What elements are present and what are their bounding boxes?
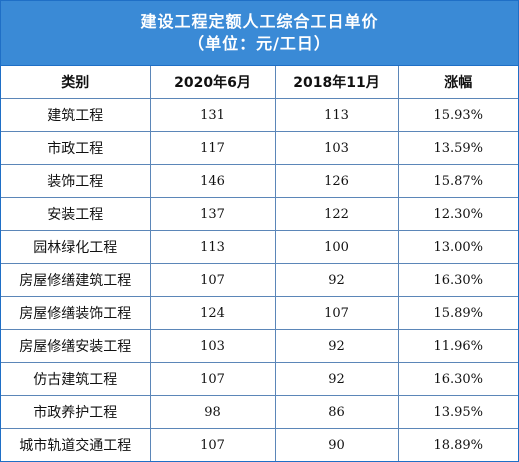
- increase-cell: 11.96%: [397, 329, 518, 363]
- table-row: 城市轨道交通工程 107 90 18.89%: [1, 428, 518, 461]
- price-2018-cell: 86: [274, 395, 399, 429]
- column-header-2018-11: 2018年11月: [274, 66, 399, 99]
- price-2020-cell: 107: [149, 263, 276, 297]
- price-2020-cell: 103: [149, 329, 276, 363]
- increase-cell: 16.30%: [397, 263, 518, 297]
- category-cell: 房屋修缮安装工程: [1, 329, 151, 363]
- price-2020-cell: 117: [149, 131, 276, 165]
- price-2018-cell: 107: [274, 296, 399, 330]
- category-cell: 仿古建筑工程: [1, 362, 151, 396]
- table-row: 房屋修缮安装工程 103 92 11.96%: [1, 329, 518, 363]
- price-2018-cell: 122: [274, 197, 399, 231]
- table-row: 市政养护工程 98 86 13.95%: [1, 395, 518, 429]
- increase-cell: 18.89%: [397, 428, 518, 461]
- increase-cell: 15.93%: [397, 98, 518, 132]
- increase-cell: 16.30%: [397, 362, 518, 396]
- category-cell: 城市轨道交通工程: [1, 428, 151, 461]
- price-2020-cell: 146: [149, 164, 276, 198]
- price-2020-cell: 98: [149, 395, 276, 429]
- table-row: 装饰工程 146 126 15.87%: [1, 164, 518, 198]
- column-header-increase: 涨幅: [397, 66, 518, 99]
- table-row: 建筑工程 131 113 15.93%: [1, 98, 518, 132]
- table-row: 房屋修缮建筑工程 107 92 16.30%: [1, 263, 518, 297]
- increase-cell: 15.87%: [397, 164, 518, 198]
- table-title: 建设工程定额人工综合工日单价: [140, 12, 379, 31]
- price-2018-cell: 126: [274, 164, 399, 198]
- category-cell: 装饰工程: [1, 164, 151, 198]
- header-row: 类别 2020年6月 2018年11月 涨幅: [1, 66, 518, 99]
- table-row: 房屋修缮装饰工程 124 107 15.89%: [1, 296, 518, 330]
- category-cell: 房屋修缮装饰工程: [1, 296, 151, 330]
- price-2018-cell: 90: [274, 428, 399, 461]
- price-2020-cell: 113: [149, 230, 276, 264]
- category-cell: 市政工程: [1, 131, 151, 165]
- category-cell: 园林绿化工程: [1, 230, 151, 264]
- price-2018-cell: 113: [274, 98, 399, 132]
- increase-cell: 13.59%: [397, 131, 518, 165]
- table-unit-subtitle: （单位：元/工日）: [188, 34, 331, 53]
- increase-cell: 13.00%: [397, 230, 518, 264]
- price-2020-cell: 131: [149, 98, 276, 132]
- price-2018-cell: 103: [274, 131, 399, 165]
- price-2018-cell: 92: [274, 263, 399, 297]
- price-2020-cell: 107: [149, 428, 276, 461]
- category-cell: 建筑工程: [1, 98, 151, 132]
- table-row: 安装工程 137 122 12.30%: [1, 197, 518, 231]
- price-2018-cell: 100: [274, 230, 399, 264]
- price-2018-cell: 92: [274, 362, 399, 396]
- column-header-2020-06: 2020年6月: [149, 66, 276, 99]
- price-2020-cell: 107: [149, 362, 276, 396]
- column-header-category: 类别: [1, 66, 151, 99]
- price-2020-cell: 124: [149, 296, 276, 330]
- table-row: 市政工程 117 103 13.59%: [1, 131, 518, 165]
- price-2020-cell: 137: [149, 197, 276, 231]
- table-row: 园林绿化工程 113 100 13.00%: [1, 230, 518, 264]
- category-cell: 房屋修缮建筑工程: [1, 263, 151, 297]
- increase-cell: 15.89%: [397, 296, 518, 330]
- category-cell: 市政养护工程: [1, 395, 151, 429]
- increase-cell: 13.95%: [397, 395, 518, 429]
- table-title-band: 建设工程定额人工综合工日单价 （单位：元/工日）: [1, 1, 518, 66]
- table-row: 仿古建筑工程 107 92 16.30%: [1, 362, 518, 396]
- price-2018-cell: 92: [274, 329, 399, 363]
- price-table: 类别 2020年6月 2018年11月 涨幅 建筑工程 131 113 15.9…: [1, 66, 518, 461]
- category-cell: 安装工程: [1, 197, 151, 231]
- increase-cell: 12.30%: [397, 197, 518, 231]
